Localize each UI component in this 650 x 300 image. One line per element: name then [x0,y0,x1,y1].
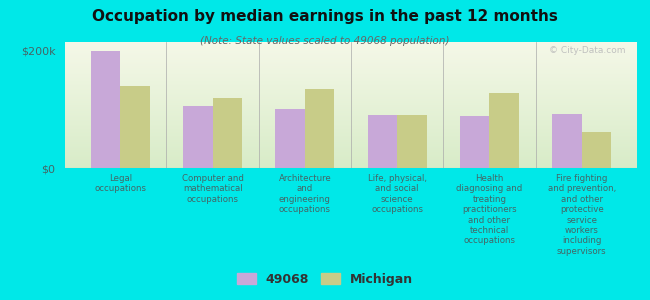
Text: Architecture
and
engineering
occupations: Architecture and engineering occupations [278,174,332,214]
Text: Legal
occupations: Legal occupations [94,174,146,194]
Text: Life, physical,
and social
science
occupations: Life, physical, and social science occup… [368,174,426,214]
Bar [120,86,150,168]
Bar [582,132,611,168]
Bar [305,89,334,168]
Text: Fire fighting
and prevention,
and other
protective
service
workers
including
sup: Fire fighting and prevention, and other … [547,174,616,256]
Bar [460,116,489,168]
Bar [276,110,305,168]
Bar [91,51,120,168]
Bar [213,98,242,168]
Text: Occupation by median earnings in the past 12 months: Occupation by median earnings in the pas… [92,9,558,24]
Bar [397,115,426,168]
Bar [183,106,213,168]
Text: Computer and
mathematical
occupations: Computer and mathematical occupations [182,174,244,204]
Text: Health
diagnosing and
treating
practitioners
and other
technical
occupations: Health diagnosing and treating practitio… [456,174,523,245]
Bar [552,114,582,168]
Bar [368,115,397,168]
Text: © City-Data.com: © City-Data.com [549,46,625,55]
Bar [489,93,519,168]
Text: (Note: State values scaled to 49068 population): (Note: State values scaled to 49068 popu… [200,36,450,46]
Legend: 49068, Michigan: 49068, Michigan [232,268,418,291]
